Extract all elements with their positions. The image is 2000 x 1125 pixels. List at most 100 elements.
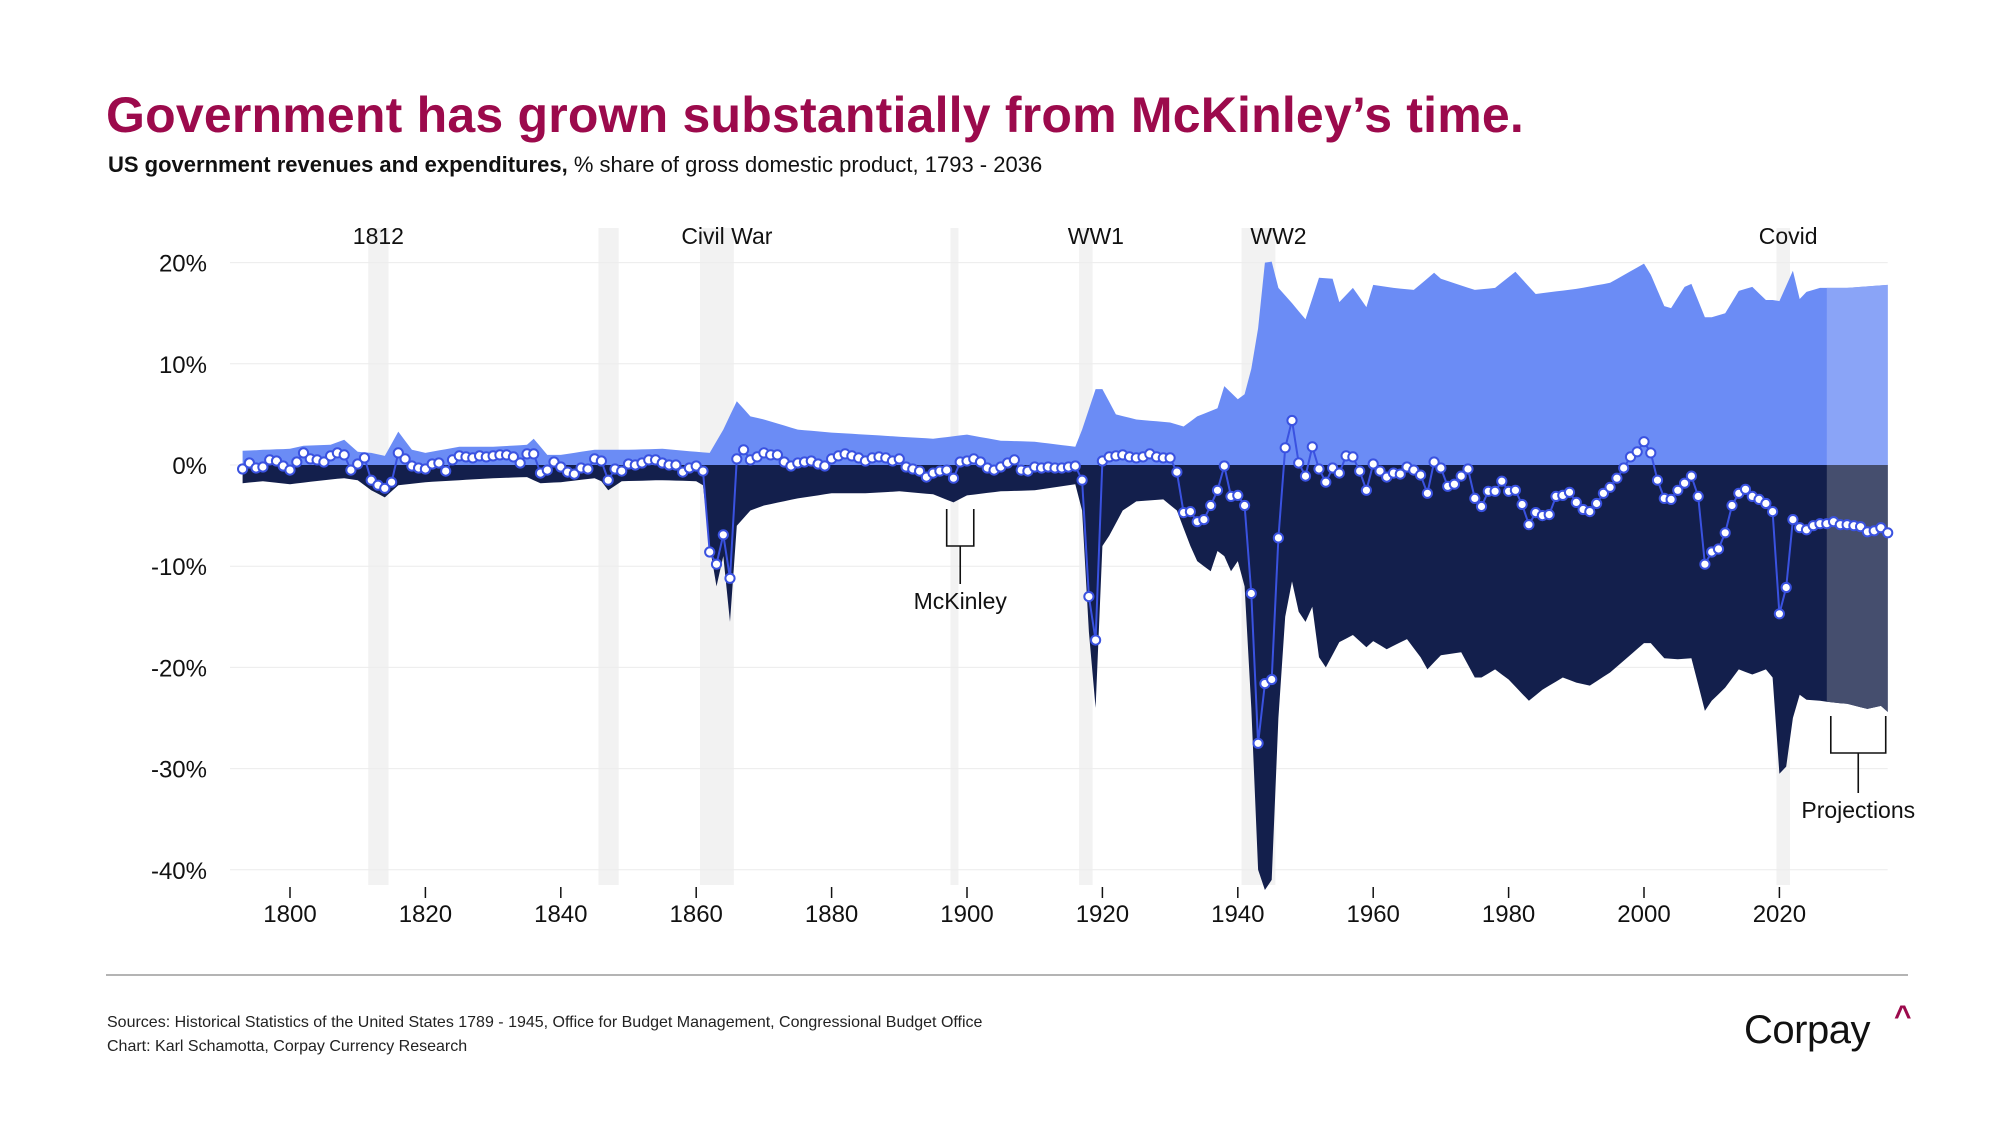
balance-point: [1205, 499, 1217, 512]
balance-point: [717, 529, 729, 541]
balance-point: [1631, 446, 1643, 458]
balance-point: [507, 451, 520, 463]
balance-point: [1076, 474, 1088, 486]
balance-point: [440, 465, 452, 477]
balance-point: [1719, 527, 1731, 539]
y-tick-label: 0%: [172, 453, 207, 480]
balance-point: [392, 447, 404, 459]
balance-point: [1523, 519, 1535, 531]
projection-revenue-area: [1826, 284, 1888, 465]
balance-point: [1516, 498, 1528, 511]
balance-point: [1184, 506, 1197, 518]
balance-point: [771, 449, 784, 461]
balance-point: [819, 460, 831, 472]
balance-point: [1415, 469, 1427, 481]
sources-note: Sources: Historical Statistics of the Un…: [107, 1014, 983, 1031]
x-tick-label: 2000: [1617, 901, 1670, 928]
balance-point: [1347, 451, 1359, 463]
balance-point: [1489, 485, 1501, 497]
balance-point: [1211, 484, 1224, 496]
balance-point: [1272, 532, 1285, 544]
balance-point: [1252, 737, 1264, 749]
balance-point: [291, 456, 303, 468]
annotation-bracket: [945, 509, 975, 584]
balance-point: [1360, 484, 1373, 496]
balance-point: [1692, 490, 1704, 502]
balance-point: [1787, 514, 1799, 526]
annotation-bracket: [1829, 716, 1887, 793]
event-label: Covid: [1759, 223, 1818, 249]
balance-point: [568, 468, 580, 480]
balance-point: [379, 482, 391, 494]
area-series: [242, 261, 1888, 890]
x-tick-label: 1900: [940, 901, 993, 928]
balance-point: [1320, 476, 1332, 488]
event-label: WW2: [1250, 223, 1306, 249]
balance-point: [1726, 499, 1738, 512]
balance-point: [1090, 634, 1102, 646]
balance-point: [1239, 499, 1251, 512]
balance-point: [1638, 436, 1650, 448]
y-axis: 20% 10% 0% -10% -20% -30% -40%: [151, 251, 207, 885]
y-tick-label: -40%: [151, 858, 207, 885]
balance-point: [433, 457, 445, 469]
annotations: McKinley Projections: [914, 509, 1915, 823]
subtitle-rest: % share of gross domestic product, 1793 …: [567, 152, 1043, 177]
balance-point: [1712, 543, 1725, 555]
balance-point: [1367, 458, 1379, 470]
balance-point: [1597, 487, 1610, 499]
balance-point: [257, 461, 269, 473]
balance-point: [1421, 487, 1434, 499]
x-tick-label: 1860: [670, 901, 723, 928]
balance-point: [1767, 506, 1779, 518]
event-band: [368, 228, 389, 885]
balance-point: [318, 456, 330, 468]
corpay-caret-icon: ^: [1894, 1000, 1912, 1033]
balance-point: [710, 558, 723, 570]
balance-point: [1665, 493, 1677, 505]
balance-point: [1780, 581, 1792, 594]
x-tick-label: 1920: [1076, 901, 1129, 928]
balance-point: [616, 465, 628, 477]
balance-point: [1374, 465, 1386, 477]
annotation-label: Projections: [1801, 797, 1915, 823]
revenue-area: [242, 261, 1888, 465]
balance-point: [284, 464, 296, 476]
balance-point: [974, 456, 987, 468]
balance-point: [1469, 492, 1481, 504]
footer-divider: [106, 974, 1908, 976]
balance-point: [893, 453, 905, 465]
balance-point: [1651, 474, 1664, 486]
balance-point: [602, 474, 614, 486]
projection-expenditure-area: [1826, 465, 1888, 712]
balance-point: [399, 453, 411, 465]
event-label: WW1: [1068, 223, 1124, 249]
balance-point: [670, 459, 682, 471]
chart-title: Government has grown substantially from …: [106, 87, 1524, 143]
balance-point: [1354, 465, 1366, 477]
balance-point: [297, 447, 310, 459]
x-tick-label: 1880: [805, 901, 858, 928]
y-tick-label: -10%: [151, 554, 207, 581]
balance-point: [1266, 673, 1278, 686]
event-band: [598, 228, 619, 885]
projection-overlay: [1826, 284, 1888, 712]
event-band: [950, 228, 959, 885]
balance-point: [352, 458, 364, 470]
balance-point: [1218, 460, 1230, 472]
balance-point: [1672, 484, 1684, 496]
expenditure-area: [242, 465, 1888, 890]
balance-point: [1293, 457, 1305, 469]
balance-point: [1394, 468, 1406, 480]
y-tick-label: -30%: [151, 757, 207, 784]
balance-point: [1475, 500, 1488, 513]
balance-point: [1164, 452, 1176, 464]
event-label: 1812: [353, 223, 404, 249]
balance-point: [1563, 486, 1576, 498]
x-tick-label: 1840: [534, 901, 587, 928]
balance-point: [724, 572, 736, 584]
balance-point: [1455, 470, 1467, 482]
balance-point: [1279, 442, 1291, 454]
balance-point: [1435, 462, 1447, 474]
x-tick-label: 1940: [1211, 901, 1264, 928]
